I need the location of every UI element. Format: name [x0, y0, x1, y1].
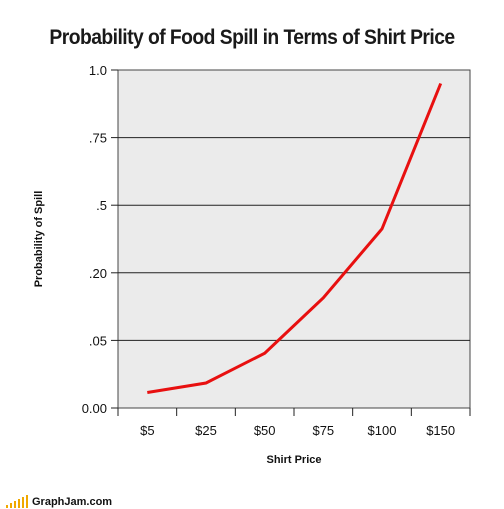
- signal-bars-icon: [6, 495, 28, 508]
- series-group: [147, 82, 443, 394]
- x-axis: $5 $25 $50 $75 $100 $150: [117, 408, 471, 438]
- x-tick-label: $75: [312, 423, 334, 438]
- series-line: [147, 82, 443, 394]
- x-tick-label: $50: [254, 423, 276, 438]
- chart-title: Probability of Food Spill in Terms of Sh…: [49, 26, 455, 49]
- gridlines: [118, 137, 470, 341]
- y-tick-label: 1.0: [89, 63, 107, 78]
- x-tick-label: $100: [368, 423, 397, 438]
- y-tick-label: .20: [89, 266, 107, 281]
- brand-watermark: GraphJam.com: [6, 494, 112, 508]
- y-tick-label: 0.00: [82, 401, 107, 416]
- x-axis-label: Shirt Price: [266, 454, 321, 466]
- x-tick-label: $150: [426, 423, 455, 438]
- y-tick-label: .5: [96, 198, 107, 213]
- plot-area: [117, 69, 471, 409]
- y-axis: 0.00 .05 .20 .5 .75 1.0: [82, 63, 118, 416]
- y-tick-label: .05: [89, 333, 107, 348]
- x-tick-label: $5: [140, 423, 154, 438]
- y-tick-label: .75: [89, 131, 107, 146]
- brand-text: GraphJam.com: [32, 496, 113, 508]
- x-tick-label: $25: [195, 423, 217, 438]
- y-axis-label: Probability of Spill: [33, 191, 45, 288]
